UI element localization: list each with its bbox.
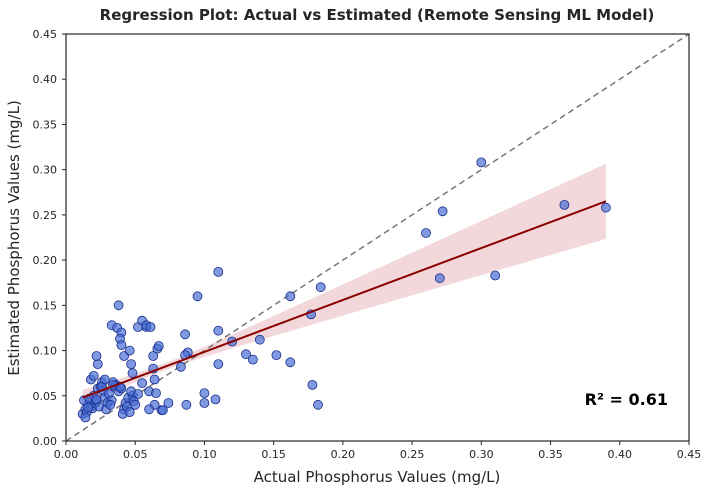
data-point <box>285 357 296 368</box>
x-tick-label: 0.45 <box>677 448 702 461</box>
data-point <box>99 374 110 385</box>
data-point <box>153 341 164 351</box>
data-point <box>241 349 251 360</box>
x-tick-label: 0.15 <box>261 448 286 461</box>
x-tick-label: 0.25 <box>400 448 425 461</box>
data-point <box>91 351 102 361</box>
regression-line <box>82 200 607 399</box>
y-tick-label: 0.20 <box>33 254 58 267</box>
y-tick-label: 0.00 <box>33 435 58 448</box>
y-tick-label: 0.30 <box>33 164 58 177</box>
data-point <box>127 368 138 379</box>
data-point <box>175 361 186 372</box>
data-point <box>476 157 487 168</box>
data-point <box>254 334 265 345</box>
data-point <box>88 370 99 381</box>
data-point <box>113 300 124 311</box>
data-point <box>149 374 160 385</box>
data-point <box>148 351 159 361</box>
y-tick-label: 0.40 <box>33 73 58 86</box>
data-point <box>213 359 224 370</box>
y-tick-label: 0.05 <box>33 390 58 403</box>
data-point <box>271 350 282 361</box>
data-point <box>313 399 323 410</box>
data-point <box>83 402 94 413</box>
data-point <box>213 325 224 336</box>
data-point <box>490 270 501 281</box>
data-point <box>80 412 91 423</box>
data-point <box>163 398 174 408</box>
data-point <box>124 345 135 356</box>
data-point <box>145 322 156 332</box>
data-point <box>601 202 611 213</box>
x-tick-label: 0.05 <box>123 448 148 461</box>
data-point <box>92 359 103 370</box>
y-axis: 0.00 0.05 0.10 0.15 0.20 0.25 0.30 0.35 0.40 0.45 <box>33 28 66 448</box>
x-tick-label: 0.30 <box>469 448 494 461</box>
x-tick-label: 0.10 <box>192 448 217 461</box>
data-point <box>434 273 445 284</box>
data-point <box>192 291 203 302</box>
data-point <box>421 228 431 238</box>
chart-title: Regression Plot: Actual vs Estimated (Re… <box>100 6 655 24</box>
data-point <box>210 394 221 405</box>
x-tick-label: 0.00 <box>54 448 79 461</box>
y-tick-label: 0.10 <box>33 345 58 358</box>
r-squared-annotation: R² = 0.61 <box>585 390 668 409</box>
x-axis: 0.00 0.05 0.10 0.15 0.20 0.25 0.30 0.35 0.40 0.45 <box>54 441 702 461</box>
plot-area <box>66 34 689 441</box>
y-axis-title: Estimated Phosphorus Values (mg/L) <box>5 100 23 376</box>
data-point <box>105 399 116 410</box>
y-tick-label: 0.35 <box>33 118 58 131</box>
y-tick-label: 0.15 <box>33 299 58 312</box>
data-point <box>180 329 191 340</box>
data-point <box>157 405 168 416</box>
data-point <box>199 398 210 408</box>
data-point <box>213 266 224 277</box>
data-point <box>199 388 210 399</box>
data-point <box>126 359 137 370</box>
x-tick-label: 0.35 <box>538 448 563 461</box>
y-tick-label: 0.45 <box>33 28 58 41</box>
data-point <box>247 354 258 365</box>
data-point <box>130 399 141 410</box>
data-point <box>144 404 155 415</box>
data-point <box>133 389 143 399</box>
x-axis-title: Actual Phosphorus Values (mg/L) <box>254 468 501 486</box>
data-point <box>437 206 448 217</box>
data-point <box>151 388 161 399</box>
data-point <box>315 282 326 293</box>
data-point <box>137 378 148 389</box>
x-tick-label: 0.40 <box>608 448 633 461</box>
plot-frame <box>65 33 690 442</box>
identity-line <box>66 34 689 441</box>
data-point <box>307 379 318 390</box>
data-point <box>124 407 135 418</box>
data-point <box>116 340 127 351</box>
x-tick-label: 0.20 <box>331 448 356 461</box>
data-point <box>559 199 570 210</box>
data-point <box>181 399 192 410</box>
data-point <box>285 291 296 302</box>
y-tick-label: 0.25 <box>33 209 58 222</box>
data-point <box>91 394 102 405</box>
